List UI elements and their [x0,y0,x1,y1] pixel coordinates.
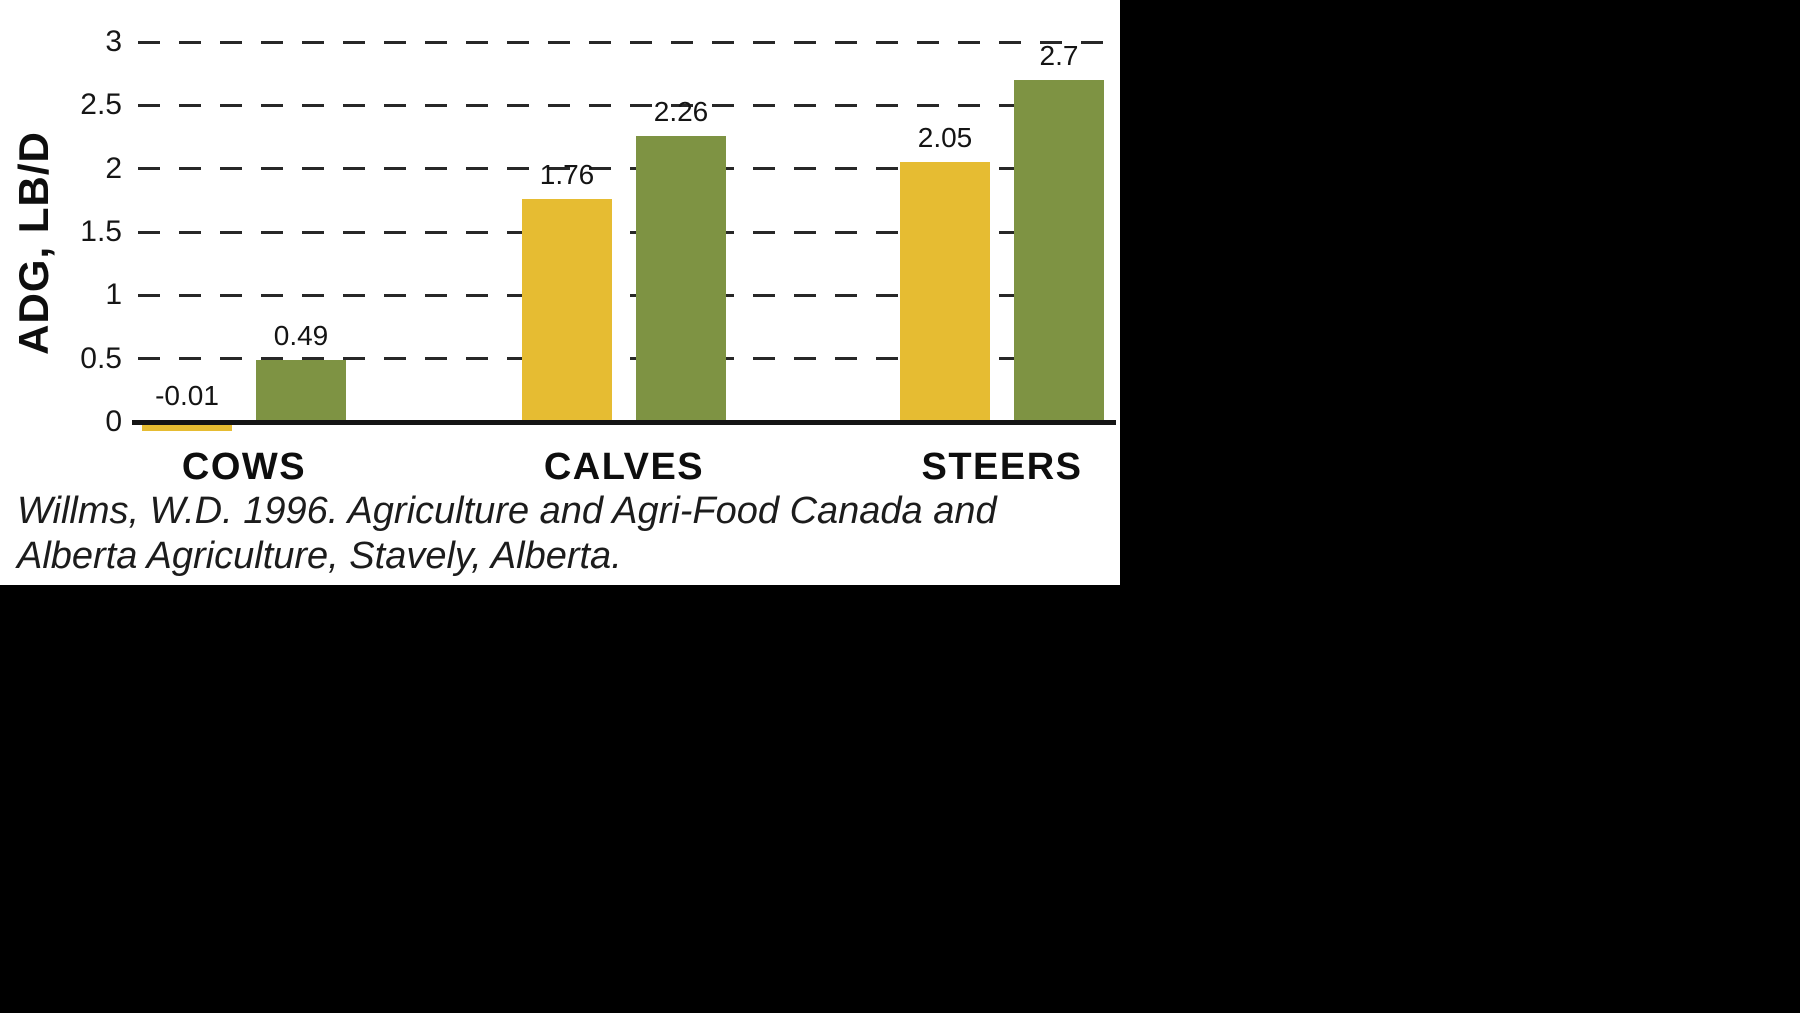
gridline-2 [138,167,1112,171]
gridline-1 [138,293,1112,297]
bar-steers-series-2-green [1014,80,1104,424]
y-tick-label-2: 2 [105,151,122,185]
gridline-1.5 [138,230,1112,234]
y-tick-label-2.5: 2.5 [80,88,122,122]
gridline-2.5 [138,103,1112,107]
gridline-0.5 [138,357,1112,361]
value-label--0.01: -0.01 [155,380,219,411]
bar-calves-series-1-yellow [522,199,612,424]
bar-steers-series-1-yellow [900,162,990,424]
y-tick-label-0.5: 0.5 [80,341,122,375]
citation: Willms, W.D. 1996. Agriculture and Agri-… [17,489,997,579]
y-tick-label-1: 1 [105,278,122,312]
gridline-3 [138,40,1112,44]
chart-panel: ADG, LB/D 0 0.5 1 1.5 2 2.5 3 -0.01 1.76 2.05 0.4… [0,0,1120,585]
y-tick-label-0: 0 [105,405,122,438]
category-label-steers: STEERS [921,446,1083,488]
value-label-1.76: 1.76 [539,159,595,191]
bar-cows-series-1-yellow [142,424,232,431]
value-label-2.26: 2.26 [653,95,709,127]
value-label-2.7: 2.7 [1039,40,1079,71]
category-label-calves: CALVES [543,446,705,488]
x-axis-line [132,420,1116,425]
citation-line-1: Willms, W.D. 1996. Agriculture and Agri-… [17,490,997,532]
citation-line-2: Alberta Agriculture, Stavely, Alberta. [17,535,622,577]
value-label-2.05: 2.05 [917,122,973,154]
y-tick-label-3: 3 [105,25,122,58]
category-label-cows: COWS [181,446,307,488]
y-tick-label-1.5: 1.5 [80,215,122,248]
value-label-0.49: 0.49 [273,319,329,351]
bar-calves-series-2-green [636,135,726,424]
bar-cows-series-2-green [256,359,346,424]
